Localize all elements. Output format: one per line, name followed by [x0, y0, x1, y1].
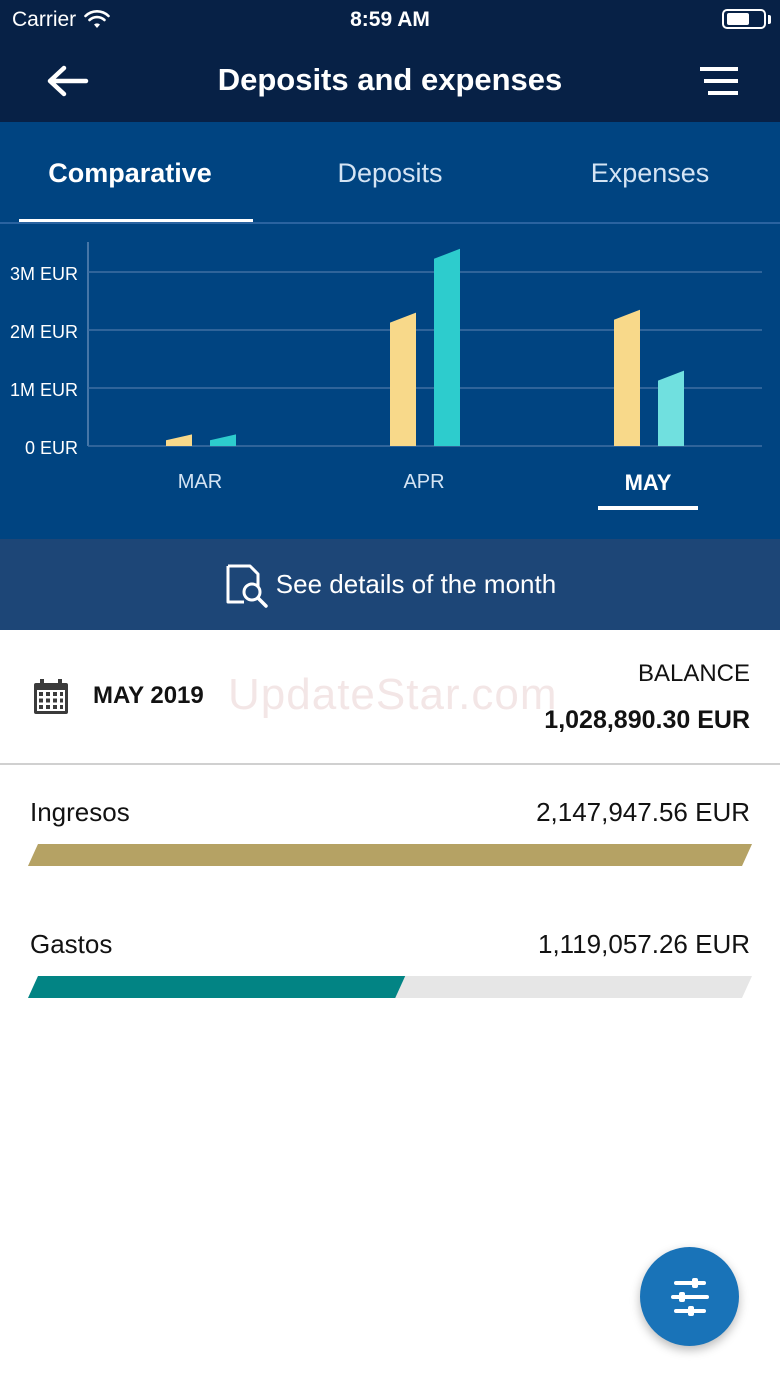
- expenses-label: Gastos: [30, 929, 113, 959]
- x-tick-label-may: MAY: [625, 470, 672, 495]
- balance-label: BALANCE: [637, 660, 750, 687]
- menu-icon: [700, 67, 738, 95]
- status-bar: Carrier 8:59 AM: [0, 0, 780, 40]
- watermark: UpdateStar.com: [228, 670, 558, 719]
- page-title: Deposits and expenses: [217, 62, 563, 97]
- y-tick-label: 0 EUR: [25, 438, 78, 458]
- document-search-icon: [226, 564, 268, 608]
- bar-mar-series-1: [166, 434, 192, 446]
- nav-bar: Deposits and expenses: [0, 40, 780, 122]
- battery-icon: [722, 9, 766, 29]
- chart-svg: 0 EUR 1M EUR 2M EUR 3M EUR MAR APR MAY: [10, 242, 762, 510]
- calendar-icon: [34, 679, 68, 714]
- month-label: MAY 2019: [93, 682, 204, 709]
- tab-comparative[interactable]: Comparative: [0, 122, 260, 224]
- expenses-row[interactable]: Gastos 1,119,057.26 EUR: [0, 929, 780, 1039]
- bar-may-series-2: [658, 370, 684, 446]
- income-label: Ingresos: [30, 797, 130, 827]
- income-bar: [28, 844, 752, 866]
- see-details-label: See details of the month: [275, 569, 557, 599]
- y-tick-label: 1M EUR: [10, 380, 78, 400]
- tab-deposits[interactable]: Deposits: [337, 157, 443, 188]
- filter-icon: [670, 1277, 709, 1316]
- bar-apr-series-1: [390, 312, 416, 446]
- bar-mar-series-2: [210, 434, 236, 446]
- bar-may-series-1: [614, 309, 640, 446]
- income-value: 2,147,947.56 EUR: [536, 797, 750, 827]
- expenses-bar: [28, 976, 752, 998]
- expenses-value: 1,119,057.26 EUR: [538, 929, 750, 959]
- carrier-label: Carrier: [12, 8, 77, 31]
- carrier-info: Carrier: [12, 8, 110, 32]
- see-details-button[interactable]: See details of the month: [0, 539, 780, 630]
- menu-button[interactable]: [696, 60, 744, 102]
- battery-tip: [768, 15, 771, 24]
- bar-apr-series-2: [434, 248, 460, 446]
- tabs-divider: [0, 222, 780, 224]
- x-tick-label-mar: MAR: [178, 471, 222, 493]
- back-button[interactable]: [40, 58, 96, 104]
- progress-fill: [28, 844, 752, 866]
- x-tick-label-apr: APR: [403, 471, 444, 493]
- arrow-left-icon: [47, 65, 89, 97]
- clock: 8:59 AM: [350, 8, 430, 31]
- tab-expenses[interactable]: Expenses: [590, 157, 710, 188]
- comparative-chart: 0 EUR 1M EUR 2M EUR 3M EUR MAR APR MAY: [0, 224, 780, 539]
- balance-value: 1,028,890.30 EUR: [544, 706, 750, 734]
- wifi-icon: [84, 10, 110, 28]
- progress-fill: [28, 976, 406, 998]
- month-summary: MAY 2019 UpdateStar.com BALANCE 1,028,89…: [0, 630, 780, 765]
- y-tick-label: 3M EUR: [10, 264, 78, 284]
- income-row[interactable]: Ingresos 2,147,947.56 EUR: [0, 797, 780, 907]
- y-tick-label: 2M EUR: [10, 322, 78, 342]
- selected-month-underline: [598, 506, 698, 510]
- filter-button[interactable]: [640, 1247, 739, 1346]
- tab-bar: Comparative Deposits Expenses: [0, 122, 780, 224]
